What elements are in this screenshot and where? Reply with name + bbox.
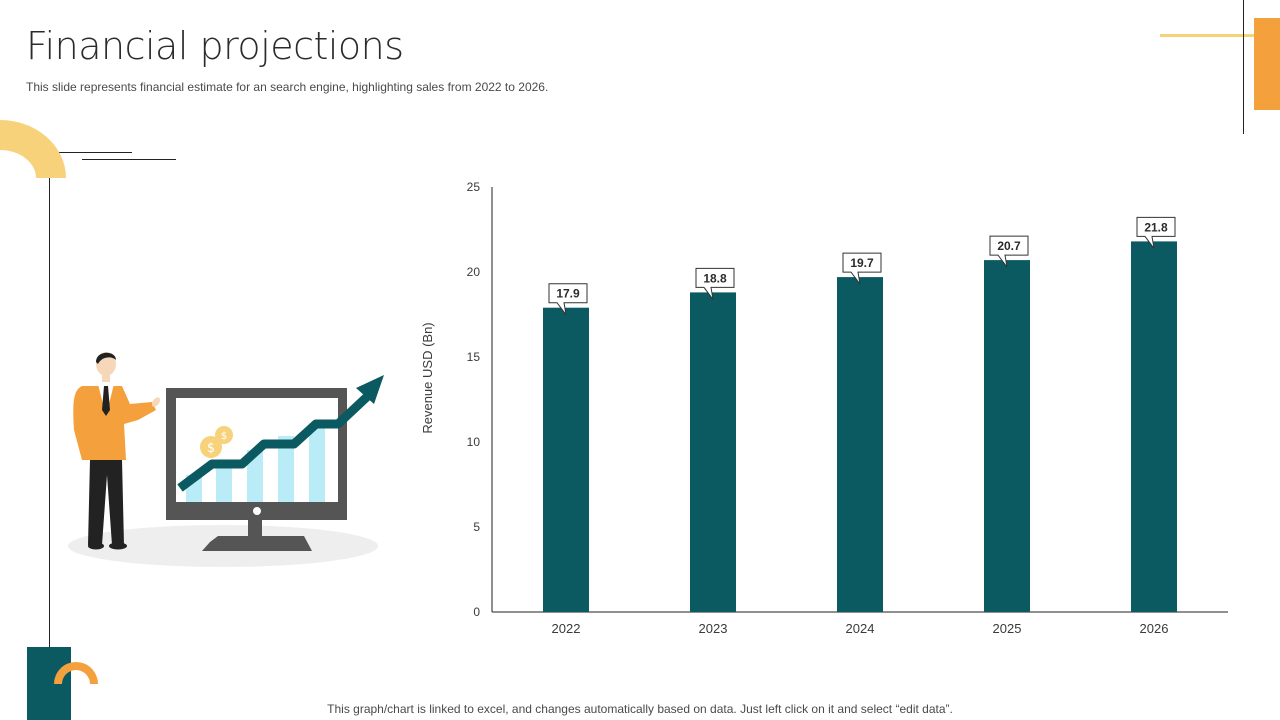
- page-subtitle: This slide represents financial estimate…: [26, 80, 549, 94]
- trend-arrow-icon: [177, 375, 384, 492]
- presentation-illustration: $ $: [68, 352, 384, 567]
- left-horizontal-line-2: [82, 159, 176, 160]
- yellow-arc-decoration: [0, 120, 66, 178]
- data-label-callout: [695, 267, 735, 300]
- y-tick-label: 15: [467, 350, 481, 364]
- data-label-callout: [548, 283, 588, 315]
- data-label: 17.9: [556, 287, 580, 301]
- page-title: Financial projections: [26, 24, 404, 68]
- left-horizontal-line-1: [38, 152, 132, 153]
- data-label: 20.7: [997, 239, 1021, 253]
- data-label-callout: [989, 235, 1029, 268]
- top-accent-line: [1160, 34, 1266, 37]
- y-tick-label: 25: [467, 180, 481, 194]
- bar-2026: [1131, 241, 1177, 612]
- x-tick-label: 2025: [993, 621, 1022, 636]
- bottom-teal-block: [27, 647, 71, 720]
- top-vertical-line: [1243, 0, 1244, 134]
- coin-icon: $ $: [200, 426, 233, 458]
- bar-2025: [984, 260, 1030, 612]
- x-tick-label: 2026: [1140, 621, 1169, 636]
- bar-2022: [543, 307, 589, 612]
- bar-2023: [690, 292, 736, 612]
- data-label: 19.7: [850, 256, 874, 270]
- data-label-callout: [1136, 216, 1176, 249]
- left-vertical-line: [49, 178, 50, 648]
- x-tick-label: 2023: [699, 621, 728, 636]
- svg-text:$: $: [221, 431, 227, 442]
- x-tick-label: 2024: [846, 621, 875, 636]
- svg-text:$: $: [207, 441, 215, 456]
- data-label: 21.8: [1144, 220, 1168, 234]
- x-tick-label: 2022: [552, 621, 581, 636]
- footer-note: This graph/chart is linked to excel, and…: [327, 702, 953, 716]
- y-tick-label: 0: [473, 605, 480, 619]
- y-tick-label: 10: [467, 435, 481, 449]
- orange-arc-decoration: [54, 662, 98, 684]
- top-orange-accent: [1254, 18, 1280, 110]
- data-label: 18.8: [703, 271, 727, 285]
- data-label-callout: [842, 252, 882, 285]
- y-tick-label: 5: [473, 520, 480, 534]
- bar-2024: [837, 277, 883, 612]
- businessman-icon: [73, 352, 160, 550]
- y-tick-label: 20: [467, 265, 481, 279]
- y-axis-label: Revenue USD (Bn): [420, 322, 435, 433]
